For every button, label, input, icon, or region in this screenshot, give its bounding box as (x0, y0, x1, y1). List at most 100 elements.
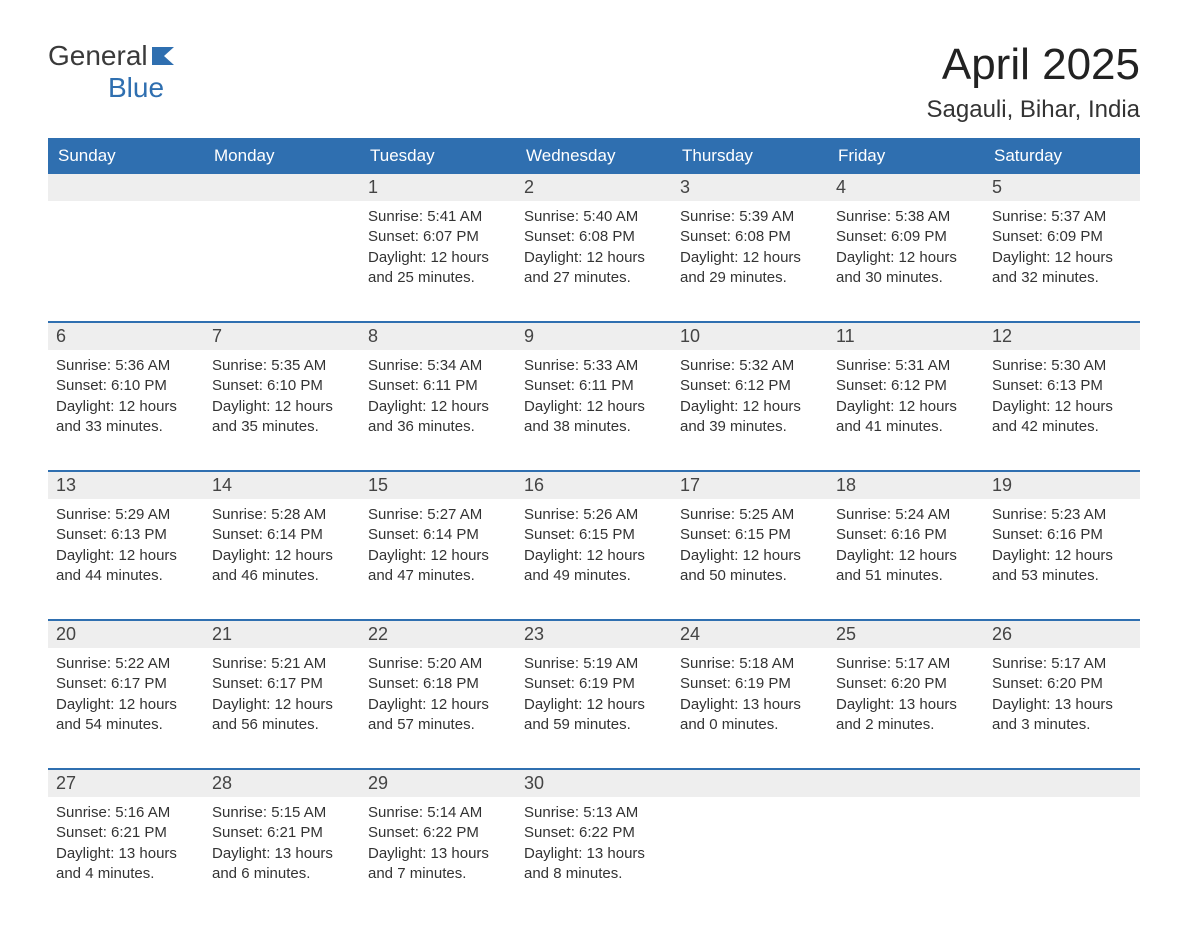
day-cell: Sunrise: 5:19 AMSunset: 6:19 PMDaylight:… (516, 648, 672, 748)
day-info-line: and 50 minutes. (680, 566, 820, 586)
day-number: 3 (672, 174, 828, 201)
day-info-line: Daylight: 12 hours (212, 397, 352, 417)
day-number: 29 (360, 770, 516, 797)
dow-header: Tuesday (360, 138, 516, 174)
day-info-line: Daylight: 12 hours (56, 695, 196, 715)
day-info-line: Sunset: 6:15 PM (524, 525, 664, 545)
logo-word-general: General (48, 40, 148, 71)
day-info-line: and 56 minutes. (212, 715, 352, 735)
day-number (828, 770, 984, 797)
day-info-line: Sunset: 6:12 PM (680, 376, 820, 396)
day-info-line: and 27 minutes. (524, 268, 664, 288)
day-cell: Sunrise: 5:15 AMSunset: 6:21 PMDaylight:… (204, 797, 360, 897)
location-subtitle: Sagauli, Bihar, India (927, 96, 1140, 124)
day-info-line: Daylight: 12 hours (836, 546, 976, 566)
day-info-line: Sunset: 6:11 PM (368, 376, 508, 396)
day-info-line: and 36 minutes. (368, 417, 508, 437)
day-info-line: Daylight: 12 hours (56, 546, 196, 566)
day-cell: Sunrise: 5:30 AMSunset: 6:13 PMDaylight:… (984, 350, 1140, 450)
day-number: 25 (828, 621, 984, 648)
day-info-line: Sunrise: 5:29 AM (56, 505, 196, 525)
day-number: 23 (516, 621, 672, 648)
day-info-line: and 35 minutes. (212, 417, 352, 437)
day-info-line: and 41 minutes. (836, 417, 976, 437)
logo: General Blue (48, 40, 180, 104)
day-cell: Sunrise: 5:35 AMSunset: 6:10 PMDaylight:… (204, 350, 360, 450)
day-info-line: and 38 minutes. (524, 417, 664, 437)
day-info-line: and 4 minutes. (56, 864, 196, 884)
day-info-line: Sunset: 6:16 PM (836, 525, 976, 545)
day-info-line: Sunrise: 5:36 AM (56, 356, 196, 376)
day-info-line: Sunrise: 5:18 AM (680, 654, 820, 674)
day-info-line: Daylight: 12 hours (368, 546, 508, 566)
day-info-line: Daylight: 13 hours (992, 695, 1132, 715)
day-number: 18 (828, 472, 984, 499)
day-info-line: Daylight: 12 hours (524, 695, 664, 715)
day-info-line: Daylight: 12 hours (368, 248, 508, 268)
dow-header: Thursday (672, 138, 828, 174)
day-info-line: Sunset: 6:18 PM (368, 674, 508, 694)
day-cell: Sunrise: 5:22 AMSunset: 6:17 PMDaylight:… (48, 648, 204, 748)
day-info-line: Sunrise: 5:20 AM (368, 654, 508, 674)
day-number (984, 770, 1140, 797)
day-number: 14 (204, 472, 360, 499)
day-number: 7 (204, 323, 360, 350)
day-number: 19 (984, 472, 1140, 499)
day-info-line: Sunset: 6:10 PM (212, 376, 352, 396)
day-info-line: Sunrise: 5:41 AM (368, 207, 508, 227)
day-info-line: Daylight: 12 hours (524, 248, 664, 268)
month-title: April 2025 (927, 40, 1140, 90)
day-info-line: Sunset: 6:17 PM (212, 674, 352, 694)
logo-flag-icon (152, 40, 180, 71)
day-info-line: Daylight: 12 hours (56, 397, 196, 417)
day-number (48, 174, 204, 201)
day-cell: Sunrise: 5:17 AMSunset: 6:20 PMDaylight:… (828, 648, 984, 748)
day-info-line: Sunrise: 5:23 AM (992, 505, 1132, 525)
day-info-line: Sunset: 6:08 PM (680, 227, 820, 247)
day-number: 2 (516, 174, 672, 201)
day-info-line: Sunrise: 5:26 AM (524, 505, 664, 525)
day-info-line: Sunrise: 5:28 AM (212, 505, 352, 525)
day-info-line: and 8 minutes. (524, 864, 664, 884)
day-info-line: and 32 minutes. (992, 268, 1132, 288)
dow-header: Saturday (984, 138, 1140, 174)
day-info-line: Daylight: 12 hours (680, 248, 820, 268)
day-cell: Sunrise: 5:27 AMSunset: 6:14 PMDaylight:… (360, 499, 516, 599)
day-info-line: Sunset: 6:12 PM (836, 376, 976, 396)
day-number: 10 (672, 323, 828, 350)
day-info-line: and 2 minutes. (836, 715, 976, 735)
day-info-line: Sunrise: 5:17 AM (836, 654, 976, 674)
day-info-line: Sunset: 6:13 PM (56, 525, 196, 545)
day-number: 12 (984, 323, 1140, 350)
day-number: 15 (360, 472, 516, 499)
day-cell (48, 201, 204, 301)
day-info-line: and 54 minutes. (56, 715, 196, 735)
day-cell: Sunrise: 5:18 AMSunset: 6:19 PMDaylight:… (672, 648, 828, 748)
day-info-line: Daylight: 12 hours (212, 695, 352, 715)
day-info-line: Sunrise: 5:16 AM (56, 803, 196, 823)
day-info-line: and 6 minutes. (212, 864, 352, 884)
day-cell: Sunrise: 5:32 AMSunset: 6:12 PMDaylight:… (672, 350, 828, 450)
day-info-line: Daylight: 12 hours (992, 546, 1132, 566)
day-info-line: Sunrise: 5:24 AM (836, 505, 976, 525)
day-cell (204, 201, 360, 301)
logo-word-blue: Blue (108, 72, 164, 103)
day-info-line: Daylight: 13 hours (368, 844, 508, 864)
day-info-line: and 25 minutes. (368, 268, 508, 288)
day-info-line: Daylight: 12 hours (368, 397, 508, 417)
day-info-line: and 44 minutes. (56, 566, 196, 586)
dow-header: Sunday (48, 138, 204, 174)
logo-text: General Blue (48, 40, 180, 104)
day-info-line: Daylight: 12 hours (680, 546, 820, 566)
day-info-line: Sunset: 6:09 PM (992, 227, 1132, 247)
day-info-line: Daylight: 12 hours (836, 397, 976, 417)
day-info-line: Sunset: 6:07 PM (368, 227, 508, 247)
day-cell: Sunrise: 5:39 AMSunset: 6:08 PMDaylight:… (672, 201, 828, 301)
day-number: 5 (984, 174, 1140, 201)
day-number: 16 (516, 472, 672, 499)
day-info-line: and 3 minutes. (992, 715, 1132, 735)
day-info-line: Sunrise: 5:37 AM (992, 207, 1132, 227)
day-info-line: Sunset: 6:08 PM (524, 227, 664, 247)
day-cell (984, 797, 1140, 897)
day-number: 13 (48, 472, 204, 499)
